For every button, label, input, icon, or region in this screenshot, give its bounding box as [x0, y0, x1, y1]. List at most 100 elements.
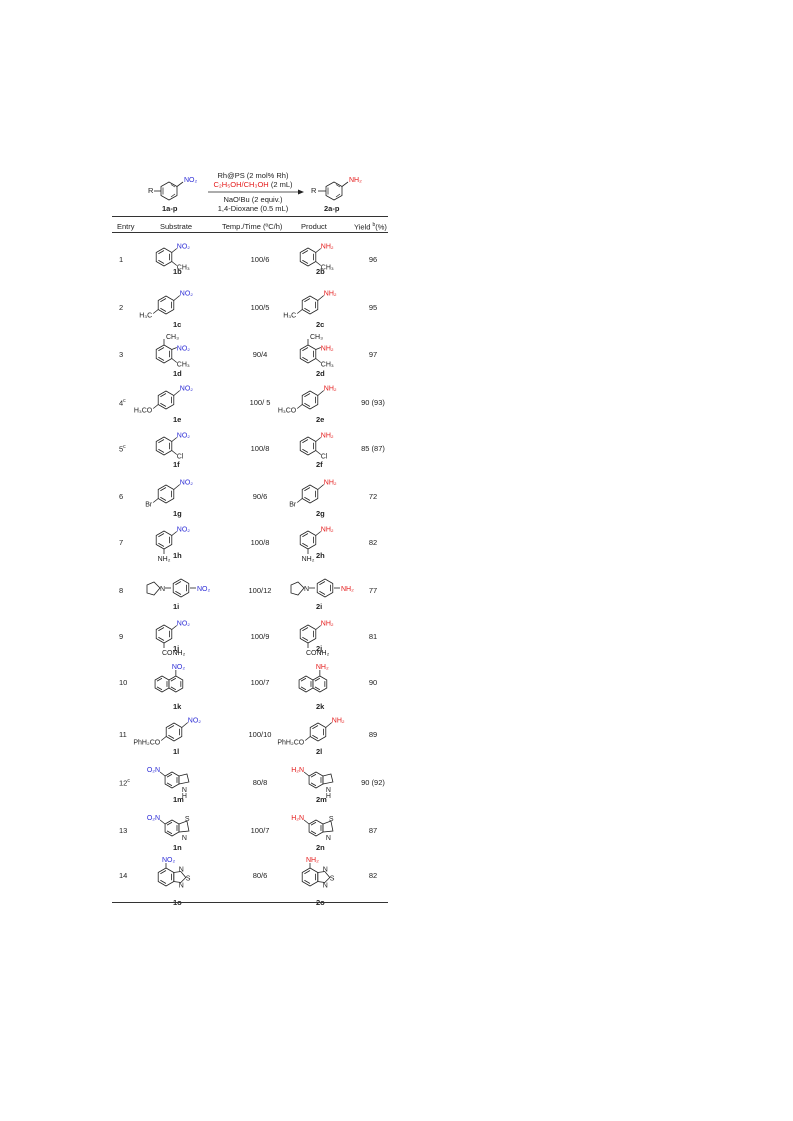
product-id: 2d	[316, 369, 325, 378]
temp-time: 100/9	[250, 632, 270, 641]
entry-number: 6	[119, 492, 123, 501]
temp-time: 80/8	[252, 778, 268, 787]
product-label: 2a-p	[324, 204, 340, 213]
methyl-group: H₃C	[283, 313, 296, 320]
amine-group: NH₂	[341, 586, 354, 593]
table-row: 11 NO₂ PhH₂CO 1l NH₂ PhH₂CO 2l 100/10 89	[112, 710, 388, 758]
benzene-ring	[301, 295, 319, 315]
amine-group: NH₂	[332, 718, 345, 725]
product-structure: NH H₂N	[291, 767, 334, 800]
substrate-structure: N NO₂	[146, 578, 211, 598]
solvent-condition: C₂H₅OH/CH₃OH (2 mL)	[208, 180, 298, 189]
product-id: 2e	[316, 415, 325, 424]
entry-number: 9	[119, 632, 123, 641]
yield-value: 97	[368, 350, 378, 359]
substrate-structure: NO₂ CONH₂	[155, 621, 191, 657]
product-structure: NSN NH₂	[301, 857, 335, 890]
methyl-group: CH₃	[166, 334, 179, 341]
entry-value: 4	[119, 398, 124, 408]
methyl-group: H₃C	[139, 313, 152, 320]
amine-group: NH₂	[321, 346, 334, 353]
solvent-amount: (2 mL)	[268, 180, 293, 189]
temp-time: 90/4	[252, 350, 268, 359]
substrate-structure: NO₂ NH₂	[155, 527, 190, 563]
nitro-group: NO₂	[180, 386, 194, 393]
entry-value: 14	[119, 871, 128, 880]
substrate-id: 1h	[173, 551, 182, 560]
methoxy-group: H₃CO	[278, 408, 297, 415]
nitro-group: NO₂	[197, 586, 211, 593]
yield-value: 87	[368, 826, 378, 835]
substrate-id: 1d	[173, 369, 182, 378]
entry-value: 9	[119, 632, 124, 641]
temp-time: 100/8	[250, 444, 270, 453]
temp-time: 90/6	[252, 492, 268, 501]
yield-value: 81	[368, 632, 378, 641]
substrate-structure: NO₂ Br	[145, 480, 193, 509]
benzene-ring	[165, 722, 183, 742]
product-structure: NH₂	[298, 664, 329, 693]
benzene-ring	[299, 247, 317, 267]
nitrogen-atom: N	[179, 883, 184, 890]
product-id: 2h	[316, 551, 325, 560]
nitrogen-atom: N	[182, 835, 187, 842]
benzene-ring	[299, 344, 317, 364]
yield-value: 77	[368, 586, 378, 595]
amine-group: NH₂	[321, 527, 334, 534]
temp-time: 100/7	[250, 678, 270, 687]
product-r-group: R	[311, 186, 317, 195]
reactant-r-group: R	[148, 186, 154, 195]
product-structure: NH₂ CONH₂	[299, 621, 334, 657]
amine-group: NH₂	[321, 433, 334, 440]
benzyloxy-group: PhH₂CO	[133, 740, 160, 747]
table-row: 3 CH₃ NO₂ CH₃ 1d CH₃ NH₂ CH₃ 2d 90/4 97	[112, 330, 388, 378]
table-header-rule	[112, 232, 388, 233]
nitrogen-atom: N	[323, 867, 328, 874]
yield-value: 96	[368, 255, 378, 264]
yield-value: 89	[368, 730, 378, 739]
entry-value: 1	[119, 255, 124, 264]
substrate-structure: NO₂ H₃CO	[134, 386, 194, 415]
substrate-structure: NH O₂N	[147, 767, 190, 800]
table-top-rule	[112, 216, 388, 217]
entry-value: 3	[119, 350, 124, 359]
substrate-structure: NO₂ PhH₂CO	[133, 718, 201, 747]
temp-time: 100/6	[250, 255, 270, 264]
sulfur-atom: S	[186, 876, 191, 883]
entry-number: 12c	[119, 778, 130, 788]
benzene-ring	[299, 436, 317, 456]
nitro-group: NO₂	[177, 621, 191, 628]
temp-time: 80/6	[252, 871, 268, 880]
product-id: 2f	[316, 460, 323, 469]
entry-value: 7	[119, 538, 124, 547]
substrate-structure: NO₂	[154, 664, 185, 693]
hydrogen-atom: H	[182, 793, 187, 800]
hydrogen-atom: H	[326, 793, 331, 800]
entry-number: 13	[119, 826, 127, 835]
substrate-id: 1l	[173, 747, 180, 756]
entry-value: 10	[119, 678, 128, 687]
nitro-group: O₂N	[147, 815, 160, 822]
substrate-id: 1m	[173, 795, 184, 804]
amine-group: NH₂	[324, 386, 337, 393]
header-temp-time: Temp./Time (ºC/h)	[222, 222, 283, 231]
nitro-group: NO₂	[177, 433, 191, 440]
substrate-id: 1n	[173, 843, 182, 852]
header-product: Product	[301, 222, 327, 231]
entry-number: 10	[119, 678, 127, 687]
product-id: 2b	[316, 267, 325, 276]
benzyloxy-group: PhH₂CO	[277, 740, 304, 747]
product-structure: NH₂ PhH₂CO	[277, 718, 345, 747]
product-structure: NH₂ H₃C	[283, 291, 337, 320]
nitro-group: NO₂	[162, 857, 176, 864]
substrate-id: 1b	[173, 267, 182, 276]
amine-group: H₂N	[291, 767, 304, 774]
amino-substituent: NH₂	[302, 556, 315, 563]
table-row: 5c NO₂ Cl 1f NH₂ Cl 2f 100/8 85 (87)	[112, 424, 388, 472]
scheme-structures: R NO₂ R NH₂ 1a-p 2a-p	[148, 177, 362, 213]
entry-value: 11	[119, 730, 127, 739]
header-yield-footnote: b	[372, 222, 376, 228]
nitro-group: NO₂	[177, 346, 191, 353]
benzene-ring	[172, 578, 190, 598]
substrate-structure: NO₂ H₃C	[139, 291, 193, 320]
